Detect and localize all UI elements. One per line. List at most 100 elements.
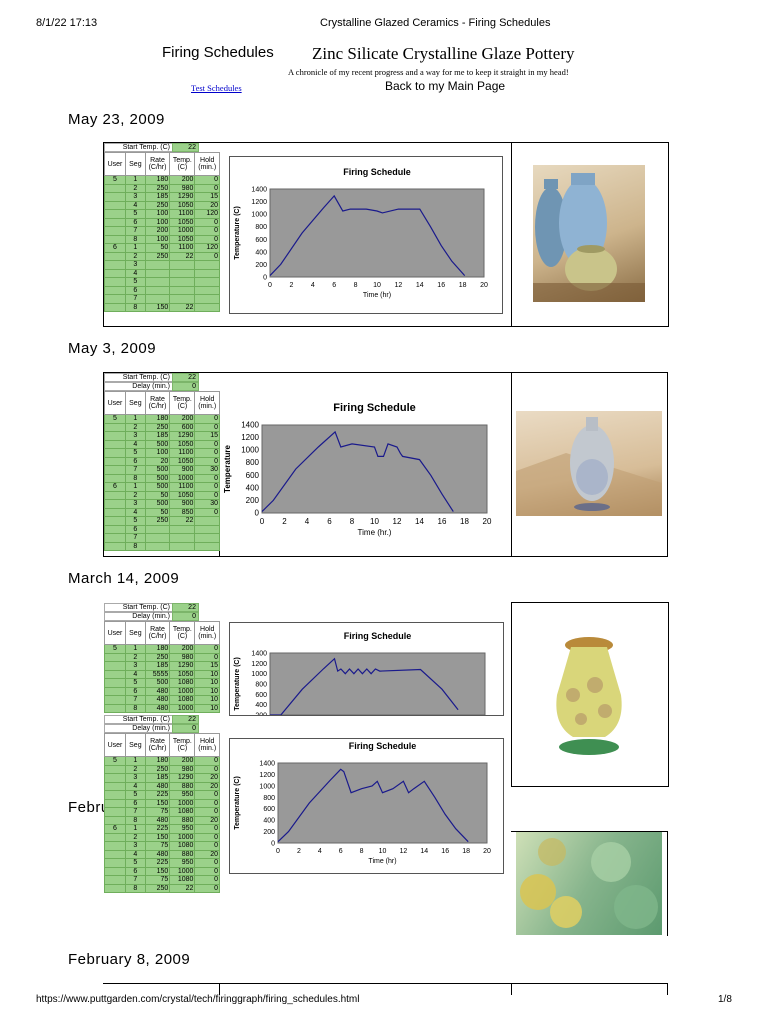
x-tick-label: 10	[373, 282, 381, 289]
y-axis-label: Temperature (C)	[234, 206, 241, 260]
footer-page-number: 1/8	[718, 994, 732, 1005]
y-tick-label: 600	[263, 806, 275, 813]
chart-title: Firing Schedule	[344, 631, 412, 641]
x-tick-label: 8	[360, 848, 364, 855]
y-tick-label: 200	[255, 262, 267, 269]
schedule-table: User Seg Rate (C/hr) Temp. (C) Hold (min.) 5 1…	[104, 391, 220, 551]
firing-chart: Firing Schedule 0 200 400 600 800 1000 1200 1400…	[229, 156, 503, 314]
x-tick-label: 2	[289, 282, 293, 289]
y-tick-label: 1000	[251, 212, 267, 219]
table-row: 4 480 880 20	[104, 849, 220, 859]
table-row: 7	[104, 533, 220, 543]
col-rate: Rate (C/hr)	[144, 391, 171, 415]
start-temp-label: Start Temp. (C)	[104, 603, 173, 612]
table-row: 6 20 1050 0	[104, 456, 220, 466]
table-row: 7 75 1080 0	[104, 807, 220, 817]
page-main-title: Zinc Silicate Crystalline Glaze Pottery	[312, 44, 575, 63]
y-tick-label: 1200	[241, 433, 259, 442]
x-tick-label: 8	[354, 282, 358, 289]
footer-url: https://www.puttgarden.com/crystal/tech/…	[36, 994, 360, 1005]
table-row: 2 250 980 0	[104, 764, 220, 774]
temperature-series-line	[269, 194, 466, 277]
start-temp-label: Start Temp. (C)	[104, 715, 173, 724]
y-tick-label: 200	[255, 713, 267, 716]
table-row: 8 100 1050 0	[104, 234, 220, 244]
delay-value: 0	[172, 612, 199, 621]
table-row: 5 250 22	[104, 516, 220, 526]
y-axis-label: Temperature (C)	[234, 657, 241, 711]
y-tick-label: 0	[255, 509, 260, 518]
y-tick-label: 1200	[259, 772, 275, 779]
y-tick-label: 600	[246, 471, 260, 480]
cell-divider	[511, 372, 512, 556]
x-tick-label: 14	[416, 282, 424, 289]
table-row: 3 185 1290 15	[104, 192, 220, 202]
table-row: 7 480 1080 10	[104, 695, 220, 705]
table-row: 4 50 850 0	[104, 507, 220, 517]
x-tick-label: 12	[400, 848, 408, 855]
cell-divider	[219, 372, 220, 556]
table-row: 6 1 500 1100 0	[104, 482, 220, 492]
entry-date: May 23, 2009	[68, 111, 165, 128]
table-row: 2 250 980 0	[104, 652, 220, 662]
x-tick-label: 20	[483, 848, 491, 855]
firing-chart: Firing Schedule 0 200 400 600 800 1000 1200 1400…	[229, 738, 504, 874]
y-tick-label: 800	[255, 224, 267, 231]
table-row: 8	[104, 541, 220, 551]
table-row: 5 1 180 200 0	[104, 756, 220, 766]
y-tick-label: 1000	[259, 783, 275, 790]
col-hold: Hold (min.)	[194, 391, 220, 415]
y-tick-label: 600	[255, 237, 267, 244]
chart-title: Firing Schedule	[333, 402, 416, 414]
table-row: 6 1 225 950 0	[104, 824, 220, 834]
col-temp: Temp. (C)	[169, 391, 196, 415]
cell-divider	[667, 983, 668, 995]
y-tick-label: 1400	[251, 651, 267, 658]
y-tick-label: 0	[271, 841, 275, 848]
x-tick-label: 8	[350, 517, 355, 526]
table-row: 8 480 1000 10	[104, 703, 220, 713]
table-row: 6 150 1000 0	[104, 866, 220, 876]
x-axis-label: Time (hr.)	[358, 528, 392, 537]
table-row: 3 500 900 30	[104, 499, 220, 509]
cell-divider	[511, 983, 512, 995]
delay-value: 0	[172, 724, 199, 733]
y-tick-label: 400	[263, 818, 275, 825]
start-temp-value: 22	[172, 143, 199, 152]
table-row: 8 150 22	[104, 302, 220, 312]
firing-spreadsheet: Start Temp. (C) 22 User Seg Rate (C/hr) Temp.…	[104, 143, 220, 325]
firing-chart: Firing Schedule 0 200 400 600 800 1000 1200 1400…	[220, 373, 511, 555]
test-schedules-link[interactable]: Test Schedules	[191, 83, 242, 93]
entry-date: May 3, 2009	[68, 340, 157, 357]
col-seg: Seg	[125, 152, 146, 176]
x-tick-label: 2	[297, 848, 301, 855]
col-hold: Hold (min.)	[194, 152, 220, 176]
pottery-photo	[516, 411, 662, 516]
col-temp: Temp. (C)	[169, 733, 196, 757]
chart-title: Firing Schedule	[349, 741, 417, 751]
x-tick-label: 6	[332, 282, 336, 289]
table-row: 8 250 22 0	[104, 883, 220, 893]
x-tick-label: 10	[370, 517, 379, 526]
table-row: 6 100 1050 0	[104, 217, 220, 227]
main-page-link[interactable]: Back to my Main Page	[385, 79, 506, 93]
temperature-series-line	[270, 657, 459, 715]
y-tick-label: 200	[263, 829, 275, 836]
table-row: 5 225 950 0	[104, 790, 220, 800]
plot-area	[269, 652, 486, 715]
x-tick-label: 18	[462, 848, 470, 855]
table-row: 2 250 600 0	[104, 422, 220, 432]
x-tick-label: 18	[459, 282, 467, 289]
table-row: 7 500 900 30	[104, 465, 220, 475]
x-axis-label: Time (hr)	[363, 292, 391, 299]
y-tick-label: 800	[255, 682, 267, 689]
y-tick-label: 400	[246, 483, 260, 492]
entry-date: Febru	[68, 799, 110, 816]
y-tick-label: 400	[255, 702, 267, 709]
y-axis-label: Temperature	[223, 445, 232, 493]
y-tick-label: 1400	[241, 421, 259, 430]
delay-value: 0	[172, 382, 199, 391]
cell-divider	[219, 983, 220, 995]
table-row: 4 500 1050 0	[104, 439, 220, 449]
x-tick-label: 16	[437, 282, 445, 289]
